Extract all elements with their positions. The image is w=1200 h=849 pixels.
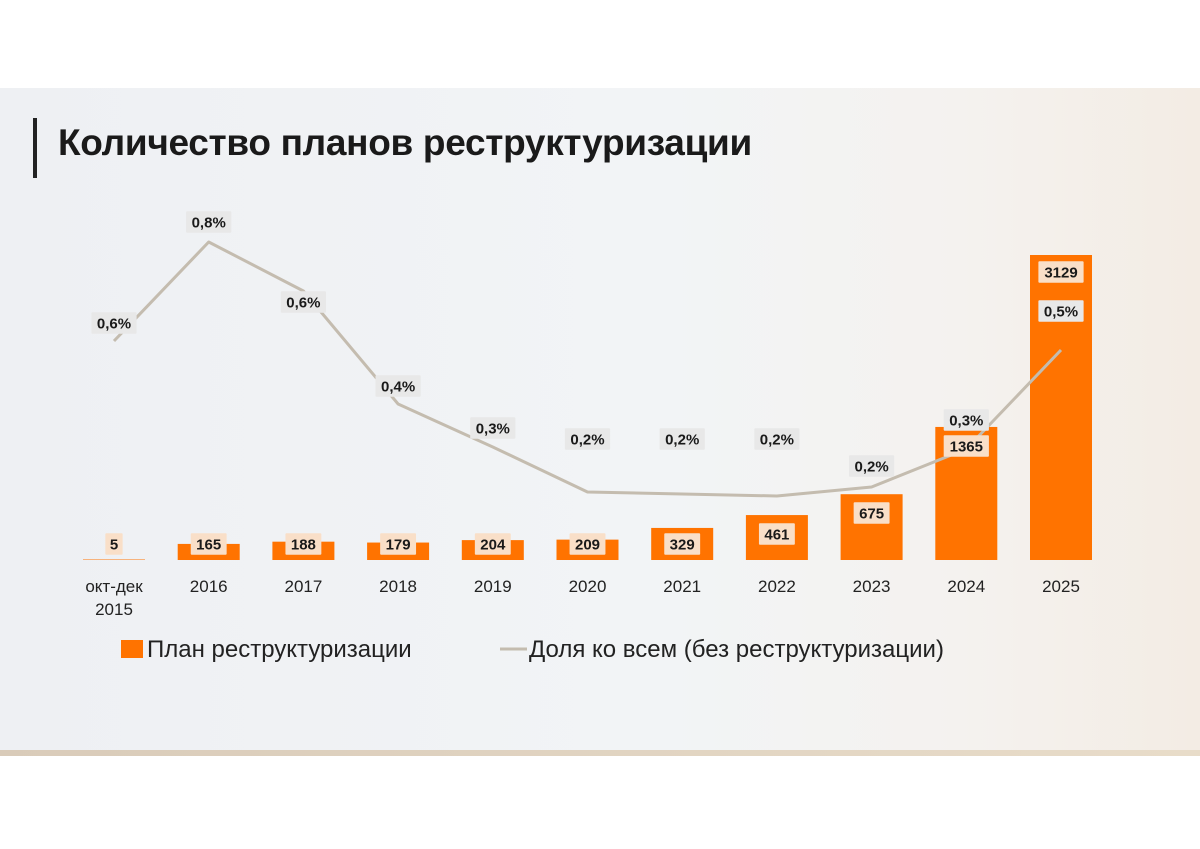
bar-label-0: 5: [105, 533, 123, 555]
bar-label-8: 675: [853, 502, 890, 524]
bar-label-2: 188: [285, 533, 322, 555]
svg-text:165: 165: [196, 536, 221, 553]
svg-text:0,3%: 0,3%: [949, 412, 983, 429]
svg-text:209: 209: [575, 536, 600, 553]
line-label-0: 0,6%: [91, 312, 137, 334]
svg-text:0,6%: 0,6%: [97, 315, 131, 332]
svg-text:179: 179: [386, 536, 411, 553]
x-tick-label-9: 2024: [947, 577, 985, 596]
svg-text:188: 188: [291, 536, 316, 553]
legend-item-line: Доля ко всем (без реструктуризации): [500, 636, 944, 663]
line-label-7: 0,2%: [754, 428, 800, 450]
bar-label-9: 1365: [943, 435, 989, 457]
legend-line-label: Доля ко всем (без реструктуризации): [529, 636, 944, 663]
svg-text:0,2%: 0,2%: [665, 431, 699, 448]
svg-text:204: 204: [480, 536, 506, 553]
slide-background: [0, 88, 1200, 754]
bar-label-10: 3129: [1038, 261, 1084, 283]
svg-text:3129: 3129: [1044, 264, 1077, 281]
bar-label-1: 165: [190, 533, 227, 555]
bar-label-4: 204: [474, 533, 511, 555]
svg-text:329: 329: [670, 536, 695, 553]
slide-bottom-strip: [0, 750, 1200, 756]
svg-text:461: 461: [764, 526, 789, 543]
x-tick-label-2: 2017: [284, 577, 322, 596]
legend-item-bar: План реструктуризации: [121, 636, 412, 663]
svg-text:0,6%: 0,6%: [286, 294, 320, 311]
x-tick-label-10: 2025: [1042, 577, 1080, 596]
share-line: [112, 240, 1063, 498]
legend-bar-swatch: [121, 640, 143, 658]
line-label-6: 0,2%: [659, 428, 705, 450]
bar-label-3: 179: [380, 533, 417, 555]
svg-text:0,4%: 0,4%: [381, 378, 415, 395]
line-label-3: 0,4%: [375, 375, 421, 397]
bar-label-5: 209: [569, 533, 606, 555]
svg-text:5: 5: [110, 536, 118, 553]
page-title: Количество планов реструктуризации: [58, 122, 752, 163]
svg-text:0,5%: 0,5%: [1044, 303, 1078, 320]
line-label-5: 0,2%: [564, 428, 611, 450]
svg-text:675: 675: [859, 505, 884, 522]
x-tick-label-3: 2018: [379, 577, 417, 596]
legend-bar-label: План реструктуризации: [147, 636, 412, 663]
x-tick-label-0: окт-дек 2015: [85, 577, 143, 619]
line-label-4: 0,3%: [470, 417, 516, 439]
svg-text:0,2%: 0,2%: [760, 431, 794, 448]
line-label-2: 0,6%: [280, 291, 326, 313]
svg-text:0,2%: 0,2%: [570, 431, 604, 448]
x-tick-label-7: 2022: [758, 577, 796, 596]
x-tick-label-4: 2019: [474, 577, 512, 596]
svg-text:0,3%: 0,3%: [476, 420, 510, 437]
title-accent-bar: [33, 118, 37, 178]
x-tick-label-1: 2016: [190, 577, 228, 596]
svg-text:0,2%: 0,2%: [854, 458, 888, 475]
svg-text:0,8%: 0,8%: [192, 214, 226, 231]
line-label-10: 0,5%: [1038, 300, 1084, 322]
svg-text:1365: 1365: [950, 438, 983, 455]
x-tick-label-6: 2021: [663, 577, 701, 596]
bar-label-7: 461: [758, 523, 795, 545]
x-tick-label-5: 2020: [569, 577, 607, 596]
line-label-9: 0,3%: [943, 409, 989, 431]
bar-label-6: 329: [664, 533, 701, 555]
x-tick-label-8: 2023: [853, 577, 891, 596]
line-label-1: 0,8%: [186, 211, 232, 233]
line-label-8: 0,2%: [849, 455, 895, 477]
